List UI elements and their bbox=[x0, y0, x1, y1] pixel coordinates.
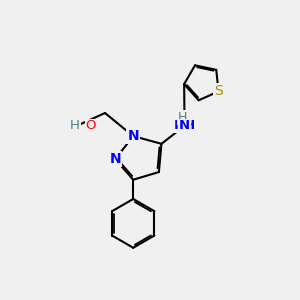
Text: N: N bbox=[128, 129, 139, 143]
Text: N: N bbox=[179, 119, 190, 132]
Text: O: O bbox=[86, 119, 96, 132]
Text: NH: NH bbox=[173, 119, 196, 132]
Text: H: H bbox=[178, 111, 187, 124]
Text: H: H bbox=[70, 119, 80, 132]
Text: S: S bbox=[214, 84, 223, 98]
Text: N: N bbox=[110, 152, 121, 166]
